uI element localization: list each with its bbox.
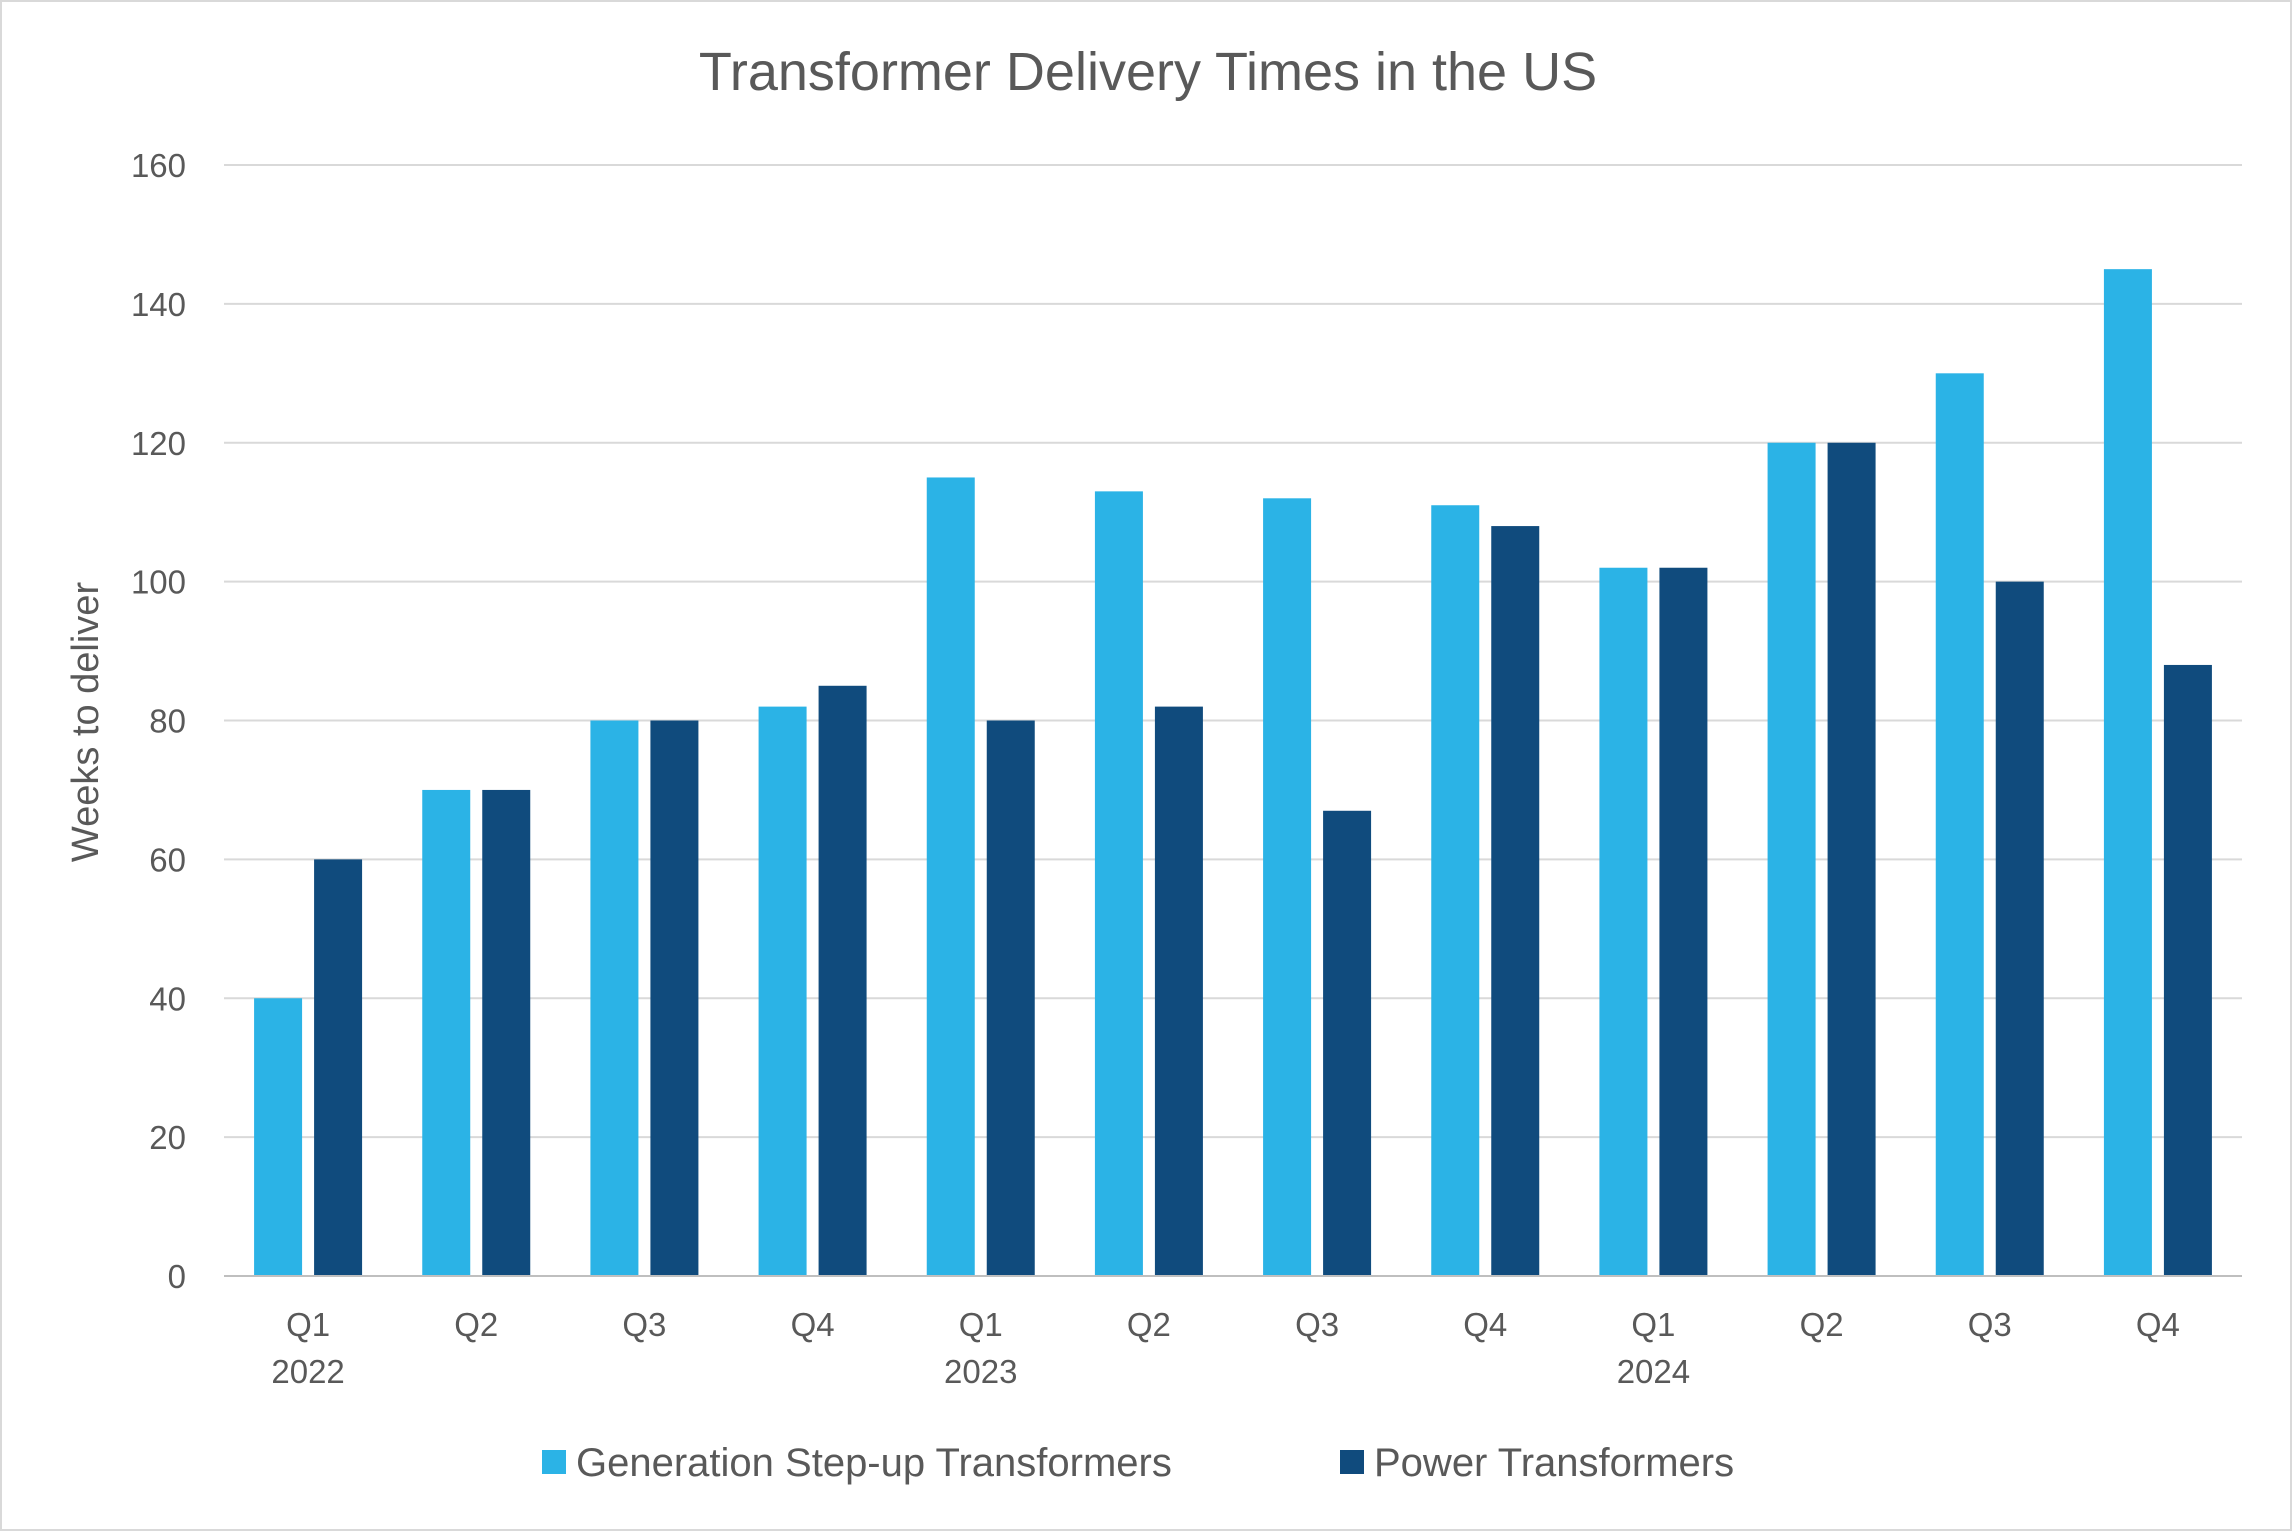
y-tick-label: 80	[149, 703, 186, 740]
x-tick-year-label: 2023	[944, 1353, 1017, 1390]
bar-power-4	[818, 685, 867, 1276]
x-tick-label: Q4	[2136, 1306, 2180, 1343]
y-tick-label: 120	[131, 425, 186, 462]
legend-label: Power Transformers	[1374, 1441, 1734, 1485]
x-tick-label: Q1	[1631, 1306, 1675, 1343]
x-tick-label: Q2	[1127, 1306, 1171, 1343]
bar-generation-step-up-1	[254, 998, 303, 1276]
bar-generation-step-up-7	[1263, 498, 1312, 1276]
x-tick-label: Q4	[791, 1306, 835, 1343]
x-tick-label: Q3	[1295, 1306, 1339, 1343]
bar-power-8	[1491, 526, 1540, 1276]
legend-swatch	[542, 1450, 566, 1474]
bar-generation-step-up-6	[1094, 491, 1143, 1276]
bar-power-11	[1995, 581, 2044, 1276]
bar-generation-step-up-2	[422, 789, 471, 1276]
x-tick-label: Q3	[622, 1306, 666, 1343]
bar-generation-step-up-10	[1767, 442, 1816, 1276]
y-axis-ticks: 0 20 40 60 80 100 120 140 160	[131, 147, 186, 1295]
y-tick-label: 100	[131, 564, 186, 601]
chart-title: Transformer Delivery Times in the US	[699, 42, 1597, 102]
x-tick-label: Q2	[454, 1306, 498, 1343]
bar-generation-step-up-5	[926, 477, 975, 1276]
bar-power-10	[1827, 442, 1876, 1276]
bar-power-7	[1323, 810, 1372, 1276]
bar-generation-step-up-9	[1599, 567, 1648, 1276]
bars	[254, 269, 2212, 1276]
legend-item-generation-step-up: Generation Step-up Transformers	[542, 1441, 1172, 1485]
bar-generation-step-up-8	[1431, 505, 1480, 1276]
x-tick-year-label: 2022	[271, 1353, 344, 1390]
bar-power-2	[482, 789, 531, 1276]
y-tick-label: 0	[168, 1258, 186, 1295]
y-tick-label: 160	[131, 147, 186, 184]
x-tick-label: Q1	[286, 1306, 330, 1343]
y-tick-label: 60	[149, 841, 186, 878]
bar-power-5	[986, 720, 1035, 1276]
bar-power-1	[314, 859, 363, 1276]
bar-generation-step-up-4	[758, 706, 807, 1276]
bar-generation-step-up-12	[2103, 269, 2152, 1276]
x-tick-label: Q3	[1968, 1306, 2012, 1343]
bar-generation-step-up-3	[590, 720, 639, 1276]
bar-power-9	[1659, 567, 1708, 1276]
legend-label: Generation Step-up Transformers	[576, 1441, 1172, 1485]
x-tick-label: Q1	[959, 1306, 1003, 1343]
legend: Generation Step-up Transformers Power Tra…	[542, 1441, 1734, 1485]
bar-power-3	[650, 720, 699, 1276]
y-axis-title: Weeks to deliver	[65, 582, 107, 863]
x-axis-ticks: Q1 2022 Q2 Q3 Q4 Q1 2023 Q2 Q3 Q4 Q1 2024 Q2 Q3 Q4	[271, 1306, 2180, 1390]
legend-item-power-transformers: Power Transformers	[1340, 1441, 1734, 1485]
bar-power-6	[1154, 706, 1203, 1276]
y-tick-label: 140	[131, 286, 186, 323]
legend-swatch	[1340, 1450, 1364, 1474]
x-tick-label: Q4	[1463, 1306, 1507, 1343]
bar-generation-step-up-11	[1935, 373, 1984, 1276]
y-tick-label: 20	[149, 1119, 186, 1156]
gridlines	[224, 164, 2242, 1139]
bar-power-12	[2163, 664, 2212, 1276]
x-tick-label: Q2	[1800, 1306, 1844, 1343]
x-tick-year-label: 2024	[1617, 1353, 1690, 1390]
y-tick-label: 40	[149, 980, 186, 1017]
